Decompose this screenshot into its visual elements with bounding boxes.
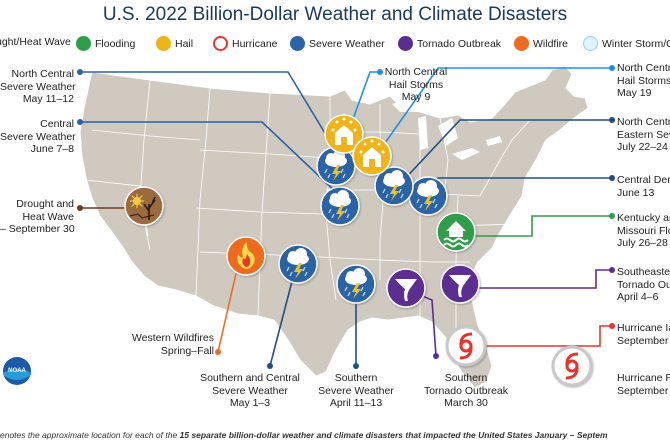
legend-item-winter-storm: Winter Storm/C	[583, 36, 670, 51]
label-western-wildfires: Western Wildfires Spring–Fall	[131, 332, 214, 357]
legend-hurricane-label: Hurricane	[232, 37, 278, 50]
noaa-logo: NOAA	[3, 357, 31, 385]
leader-ky-flood-dot	[609, 213, 615, 219]
legend-severe-label: Severe Weather	[309, 37, 385, 50]
winter-storm-icon	[583, 36, 598, 51]
label-north-central-severe: North Central Severe Weather May 11–12	[0, 68, 76, 105]
marker-severe-central	[320, 186, 360, 226]
marker-tornado-southern	[386, 268, 426, 308]
marker-severe-nc-east	[374, 166, 414, 206]
footnote: enotes the approximate location for each…	[0, 430, 608, 440]
label-southern-central-severe: Southern and Central Severe Weather May 1–…	[200, 372, 300, 409]
wildfire-icon	[514, 36, 529, 51]
label-southern-severe: Southern Severe Weather April 11–13	[318, 372, 394, 409]
map-title: U.S. 2022 Billion-Dollar Weather and Cli…	[102, 4, 568, 25]
legend: ught/Heat Wave Flooding Hail Hurricane S…	[0, 34, 670, 56]
leader-nc-hail-19-dot	[609, 65, 615, 71]
leader-se-tornado	[470, 269, 612, 289]
marker-tornado-southeast	[440, 264, 480, 304]
leader-s-severe-dot	[353, 363, 359, 369]
leader-ian-dot	[609, 323, 615, 329]
label-southeast-tornado: Southeaste Tornado Ou April 4–6	[617, 266, 670, 303]
marker-hurricane-ian	[445, 325, 487, 367]
leader-nc-severe-dot	[77, 69, 83, 75]
marker-hail-may9	[324, 114, 364, 154]
legend-item-hail: Hail	[156, 36, 193, 51]
marker-wildfire	[226, 236, 266, 276]
legend-item-severe-weather: Severe Weather	[290, 36, 385, 51]
marker-severe-southern	[336, 264, 376, 304]
legend-flooding-label: Flooding	[95, 37, 136, 50]
svg-text:NOAA: NOAA	[8, 368, 26, 374]
label-central-severe: Central Severe Weather June 7–8	[0, 118, 76, 155]
leader-s-tornado-dot	[433, 353, 439, 359]
leader-nc-east-dot	[609, 117, 615, 123]
marker-severe-s-central	[278, 244, 318, 284]
legend-hail-label: Hail	[175, 37, 194, 50]
label-southern-tornado: Southern Tornado Outbreak March 30	[423, 372, 509, 409]
leader-wildfires-dot	[215, 349, 221, 355]
tornado-icon	[398, 36, 413, 51]
legend-item-flooding: Flooding	[76, 36, 135, 51]
severe-weather-icon	[290, 36, 305, 51]
leader-s-c-severe-dot	[267, 363, 273, 369]
leader-c-severe-dot	[77, 119, 83, 125]
label-north-central-eastern: North Centr Eastern Sev July 22–24	[617, 116, 670, 153]
flooding-icon	[76, 36, 91, 51]
marker-hurricane-fiona	[551, 345, 593, 387]
marker-drought	[124, 186, 164, 226]
hail-icon	[156, 36, 171, 51]
label-north-central-hail-may9: North Central Hail Storms May 9	[384, 66, 448, 103]
leader-derecho-dot	[609, 175, 615, 181]
legend-winter-label: Winter Storm/C	[602, 37, 670, 50]
legend-wildfire-label: Wildfire	[533, 37, 569, 50]
leader-nc-hail-19	[379, 67, 612, 151]
legend-item-tornado: Tornado Outbreak	[398, 36, 501, 51]
label-hurricane-ian: Hurricane Ia September	[617, 322, 670, 347]
leader-ian	[484, 325, 612, 347]
marker-hail-may19	[352, 136, 392, 176]
label-drought: Drought and Heat Wave – September 30	[0, 198, 75, 235]
marker-flood-ky-mo	[436, 212, 476, 252]
leader-nc-east	[399, 119, 612, 185]
label-hurricane-fiona: Hurricane F September	[617, 372, 670, 397]
marker-severe-nc	[316, 146, 356, 186]
leader-ky-flood	[470, 215, 612, 237]
legend-drought-label: ught/Heat Wave	[0, 36, 71, 48]
leader-nc-hail-9	[351, 71, 380, 123]
label-north-central-hail-may19: North Centr Hail Storms May 19	[617, 62, 670, 99]
label-central-derecho: Central Der June 13	[617, 174, 670, 199]
leader-nc-hail-9-dot	[377, 69, 383, 75]
label-kentucky-missouri-flood: Kentucky an Missouri Flo July 26–28	[617, 212, 670, 249]
us-map	[77, 65, 615, 389]
leader-se-tornado-dot	[609, 267, 615, 273]
leader-c-severe	[80, 121, 341, 197]
marker-severe-derecho	[408, 176, 448, 216]
legend-item-drought: ught/Heat Wave	[0, 36, 71, 48]
legend-tornado-label: Tornado Outbreak	[417, 37, 502, 50]
hurricane-icon	[213, 36, 228, 51]
legend-item-hurricane: Hurricane	[213, 36, 278, 51]
us-landmass	[79, 65, 589, 389]
leader-nc-severe	[80, 71, 341, 159]
legend-item-wildfire: Wildfire	[514, 36, 568, 51]
leader-drought-dot	[77, 205, 83, 211]
